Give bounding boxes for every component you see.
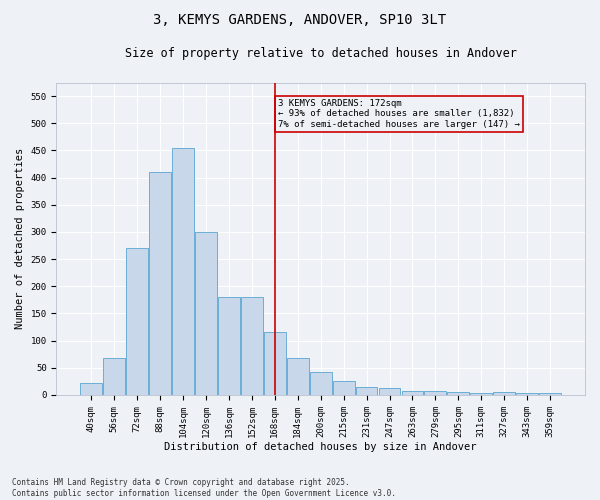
Bar	[241, 297, 263, 395]
Bar	[448, 392, 469, 395]
Text: 3 KEMYS GARDENS: 172sqm
← 93% of detached houses are smaller (1,832)
7% of semi-: 3 KEMYS GARDENS: 172sqm ← 93% of detache…	[278, 99, 520, 128]
X-axis label: Distribution of detached houses by size in Andover: Distribution of detached houses by size …	[164, 442, 477, 452]
Bar	[470, 393, 492, 395]
Bar	[103, 358, 125, 395]
Bar	[493, 392, 515, 395]
Bar	[127, 248, 148, 395]
Bar	[333, 382, 355, 395]
Bar	[195, 232, 217, 395]
Bar	[401, 391, 424, 395]
Text: Contains HM Land Registry data © Crown copyright and database right 2025.
Contai: Contains HM Land Registry data © Crown c…	[12, 478, 396, 498]
Bar	[310, 372, 332, 395]
Bar	[218, 297, 240, 395]
Y-axis label: Number of detached properties: Number of detached properties	[15, 148, 25, 330]
Bar	[264, 332, 286, 395]
Bar	[539, 394, 561, 395]
Bar	[379, 388, 400, 395]
Bar	[424, 391, 446, 395]
Text: 3, KEMYS GARDENS, ANDOVER, SP10 3LT: 3, KEMYS GARDENS, ANDOVER, SP10 3LT	[154, 12, 446, 26]
Bar	[149, 172, 171, 395]
Bar	[516, 393, 538, 395]
Title: Size of property relative to detached houses in Andover: Size of property relative to detached ho…	[125, 48, 517, 60]
Bar	[287, 358, 308, 395]
Bar	[356, 387, 377, 395]
Bar	[172, 148, 194, 395]
Bar	[80, 383, 102, 395]
